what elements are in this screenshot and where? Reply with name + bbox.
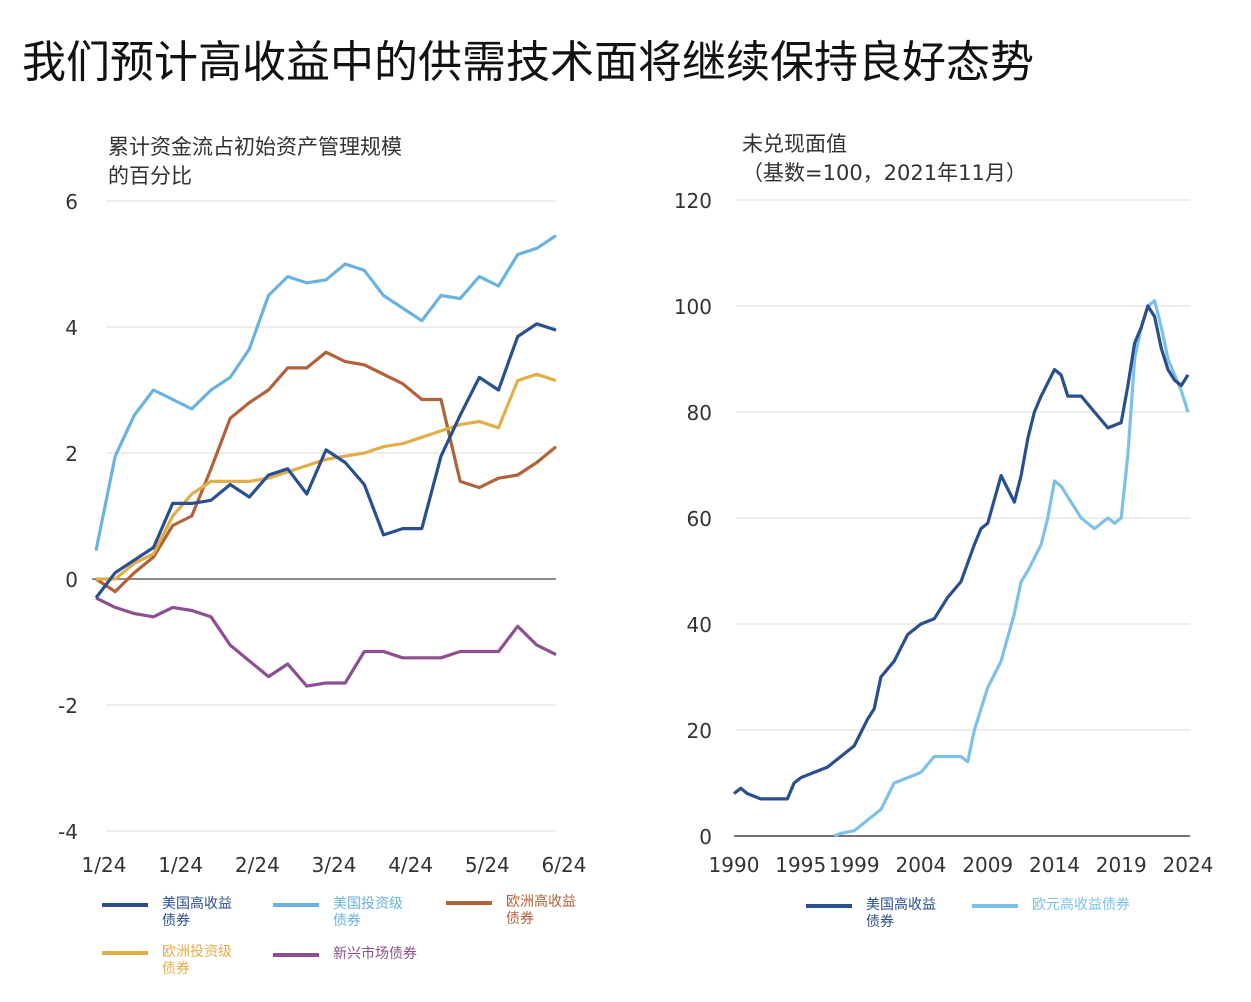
left-series-line-eu_hy — [95, 350, 558, 594]
legend-swatch — [273, 903, 319, 907]
left-chart-title-line2: 的百分比 — [108, 164, 192, 188]
left-chart-title-line1: 累计资金流占初始资产管理规模 — [108, 135, 402, 159]
left-series-line-us_ig — [94, 234, 557, 551]
right-chart-title-line1: 未兑现面值 — [742, 132, 847, 156]
legend-swatch — [972, 904, 1018, 908]
legend-label-line: 美国高收益 — [866, 897, 936, 913]
left-x-tick-label: 1/24 — [82, 853, 127, 877]
left-chart-title: 累计资金流占初始资产管理规模 的百分比 — [108, 133, 402, 191]
left-series-line-us_hy — [94, 322, 557, 599]
legend-label: 美国高收益 债券 — [866, 897, 986, 931]
page-title: 我们预计高收益中的供需技术面将继续保持良好态势 — [22, 37, 1034, 88]
legend-label-line: 债券 — [866, 914, 894, 930]
legend-swatch — [102, 903, 148, 907]
left-y-tick-label: -2 — [58, 694, 78, 718]
legend-label-line: 债券 — [333, 913, 361, 929]
legend-swatch — [273, 953, 319, 957]
legend-label: 美国投资级 债券 — [333, 896, 453, 930]
legend-label-line: 欧元高收益债券 — [1032, 897, 1130, 913]
left-y-tick-label: 6 — [65, 190, 78, 214]
legend-label-line: 欧洲投资级 — [162, 944, 232, 960]
legend-swatch — [446, 901, 492, 905]
legend-label-line: 美国高收益 — [162, 896, 232, 912]
legend-label: 欧元高收益债券 — [1032, 897, 1152, 914]
legend-label: 欧洲投资级 债券 — [162, 944, 282, 978]
left-y-tick-label: 4 — [65, 316, 78, 340]
legend-label-line: 债券 — [162, 961, 190, 977]
left-x-tick-label: 4/24 — [388, 853, 433, 877]
left-y-tick-label: 0 — [65, 568, 78, 592]
left-x-tick-label: 3/24 — [312, 853, 357, 877]
legend-swatch — [102, 951, 148, 955]
right-chart-title-line2: （基数=100，2021年11月） — [742, 161, 1027, 185]
left-y-tick-label: 2 — [65, 442, 78, 466]
left-x-tick-label: 5/24 — [465, 853, 510, 877]
legend-label-line: 新兴市场债券 — [333, 946, 417, 962]
left-y-tick-label: -4 — [58, 820, 78, 844]
left-series-line-eu_ig — [96, 372, 557, 581]
left-series-line-em — [95, 596, 557, 688]
legend-label: 欧洲高收益 债券 — [506, 894, 626, 928]
legend-label-line: 债券 — [162, 913, 190, 929]
legend-label-line: 美国投资级 — [333, 896, 403, 912]
left-x-tick-label: 2/24 — [235, 853, 280, 877]
legend-label: 新兴市场债券 — [333, 946, 453, 963]
left-x-tick-label: 1/24 — [158, 853, 203, 877]
right-chart-title: 未兑现面值 （基数=100，2021年11月） — [742, 130, 1027, 188]
legend-label-line: 债券 — [506, 911, 534, 927]
left-x-tick-label: 6/24 — [542, 853, 587, 877]
legend-swatch — [806, 904, 852, 908]
legend-label-line: 欧洲高收益 — [506, 894, 576, 910]
legend-label: 美国高收益 债券 — [162, 896, 282, 930]
